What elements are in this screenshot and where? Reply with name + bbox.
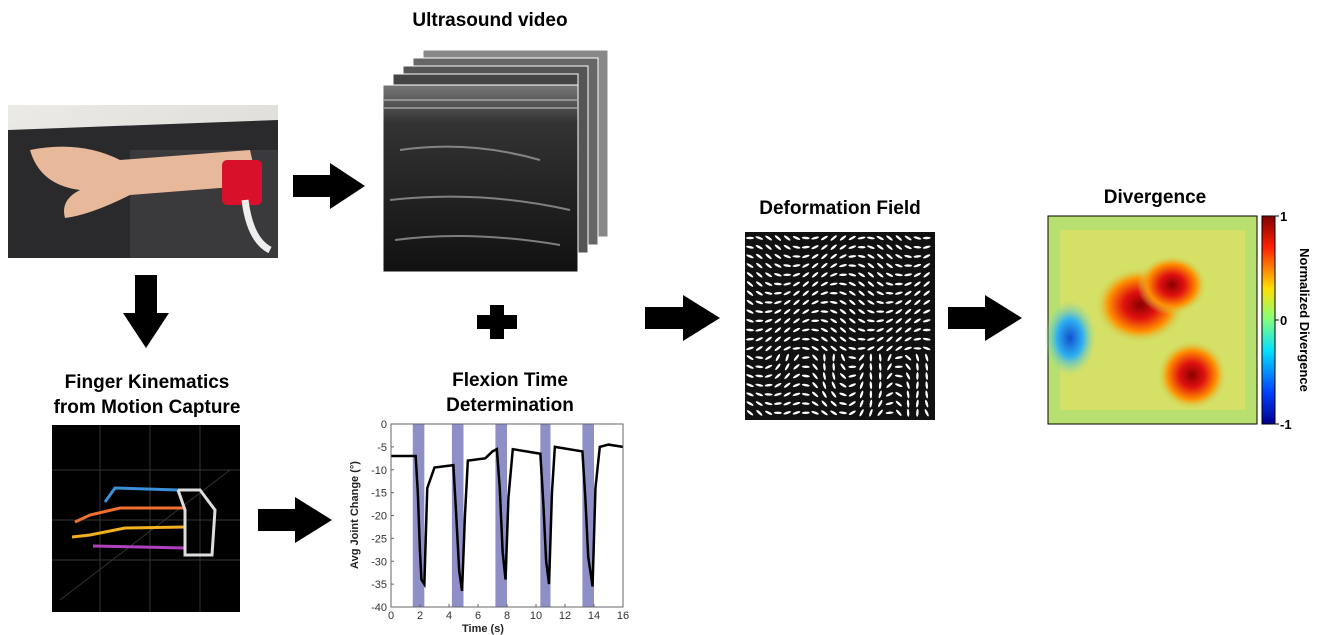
x-tick-label: 16 bbox=[617, 610, 629, 622]
y-tick-label: -30 bbox=[371, 556, 387, 568]
arrow bbox=[293, 163, 365, 209]
colorbar-tick-label: -1 bbox=[1280, 417, 1292, 432]
colorbar-ticks: 1 0 -1 bbox=[1275, 209, 1292, 432]
y-tick-label: -40 bbox=[371, 602, 387, 614]
colorbar-tick-label: 1 bbox=[1280, 209, 1287, 224]
arrow bbox=[645, 295, 720, 341]
x-tick-label: 6 bbox=[475, 610, 481, 622]
kinematics-title: Finger Kinematics bbox=[65, 372, 230, 393]
x-tick-label: 8 bbox=[504, 610, 510, 622]
y-tick-label: -15 bbox=[371, 488, 387, 500]
deformation-field bbox=[745, 232, 935, 420]
y-tick-label: -5 bbox=[377, 442, 387, 454]
colorbar bbox=[1262, 216, 1275, 424]
x-tick-label: 12 bbox=[559, 610, 571, 622]
x-axis-label: Time (s) bbox=[462, 623, 504, 635]
arrow bbox=[948, 295, 1022, 341]
field-vector bbox=[870, 354, 872, 362]
x-tick-label: 14 bbox=[588, 610, 600, 622]
deformation-title: Deformation Field bbox=[759, 198, 921, 219]
figure: Ultrasound video Finger Kinematics from … bbox=[0, 0, 1320, 635]
x-tick-label: 0 bbox=[388, 610, 394, 622]
ultrasound-title: Ultrasound video bbox=[412, 10, 567, 31]
flexion-chart: 0 2 4 6 8 10 12 14 16 0 -5 -10 -15 -20 -25 -30 -35 -40 bbox=[371, 419, 629, 622]
hand-photo bbox=[8, 105, 278, 258]
x-tick-label: 2 bbox=[417, 610, 423, 622]
y-tick-label: -10 bbox=[371, 465, 387, 477]
y-tick-label: -25 bbox=[371, 533, 387, 545]
flexion-title: Determination bbox=[446, 395, 574, 416]
field-vector bbox=[746, 237, 754, 239]
y-tick-label: -35 bbox=[371, 579, 387, 591]
x-tick-label: 4 bbox=[446, 610, 452, 622]
mocap-view bbox=[52, 425, 240, 612]
colorbar-label: Normalized Divergence bbox=[1297, 248, 1312, 392]
flexion-title: Flexion Time bbox=[452, 370, 568, 391]
plus bbox=[477, 305, 517, 339]
x-tick-label: 10 bbox=[530, 610, 542, 622]
y-tick-label: 0 bbox=[381, 419, 387, 431]
divergence-map bbox=[1044, 216, 1275, 424]
divergence-title: Divergence bbox=[1104, 187, 1206, 208]
arrow bbox=[123, 275, 169, 348]
kinematics-title: from Motion Capture bbox=[54, 397, 241, 418]
y-axis-label: Avg Joint Change (°) bbox=[349, 461, 361, 569]
y-tick-label: -20 bbox=[371, 511, 387, 523]
ultrasound-stack bbox=[383, 50, 608, 272]
colorbar-tick-label: 0 bbox=[1280, 313, 1287, 328]
arrow bbox=[258, 497, 332, 543]
